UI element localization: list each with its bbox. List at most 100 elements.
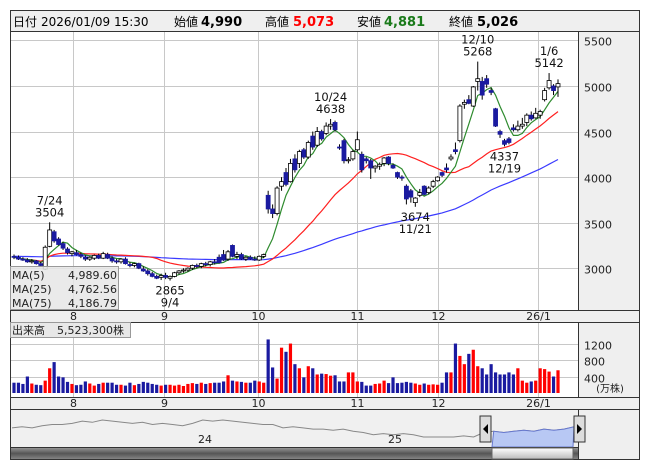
candle bbox=[234, 251, 240, 260]
candle-body bbox=[479, 81, 485, 96]
candle bbox=[230, 244, 235, 258]
candle-body bbox=[91, 255, 97, 259]
candle-body bbox=[24, 259, 30, 263]
scrollbar-thumb[interactable] bbox=[491, 447, 574, 460]
navigator[interactable]: 24 25 bbox=[10, 409, 586, 460]
candle-body bbox=[542, 90, 548, 101]
volume-bar bbox=[346, 372, 351, 393]
navigator-side-panel bbox=[578, 409, 640, 460]
candle bbox=[24, 258, 30, 263]
month-tick-label: 8 bbox=[70, 310, 77, 323]
volume-bar bbox=[516, 368, 520, 393]
volume-bar bbox=[65, 381, 70, 393]
navigator-right-handle[interactable] bbox=[573, 415, 586, 443]
candle bbox=[154, 274, 160, 280]
volume-bar bbox=[110, 382, 114, 393]
volume-bar bbox=[114, 384, 119, 393]
volume-bar bbox=[43, 380, 47, 393]
ma25-label: MA(25) bbox=[12, 283, 52, 296]
candle-body bbox=[176, 270, 182, 274]
candle bbox=[341, 138, 347, 164]
close-label: 終値 bbox=[449, 14, 473, 29]
annotation-date: 1/6 bbox=[540, 44, 559, 58]
volume-bar bbox=[369, 385, 373, 393]
candle-body bbox=[461, 101, 467, 105]
volume-bars bbox=[12, 339, 560, 393]
candle-body bbox=[189, 265, 195, 269]
month-ticks: 8 8 9 9 10 10 11 11 12 12 26/1 26/1 bbox=[70, 310, 551, 410]
ma75-label: MA(75) bbox=[12, 297, 52, 310]
candle-body bbox=[127, 264, 133, 266]
volume-bar bbox=[56, 376, 61, 393]
candle-body bbox=[310, 135, 316, 148]
candle bbox=[274, 186, 280, 216]
candle-body bbox=[417, 192, 423, 196]
candle-body bbox=[533, 112, 539, 119]
volume-bar bbox=[208, 383, 212, 393]
close-value: 5,026 bbox=[477, 15, 518, 30]
volume-bar bbox=[92, 385, 96, 393]
candle-body bbox=[247, 256, 253, 260]
volume-bar bbox=[159, 385, 163, 393]
price-tick-label: 5500 bbox=[584, 36, 612, 49]
candle bbox=[305, 140, 311, 159]
volume-month-tick-label: 11 bbox=[351, 397, 365, 410]
volume-bar bbox=[195, 383, 199, 393]
candle bbox=[288, 158, 293, 183]
volume-bar bbox=[230, 380, 235, 393]
volume-bar bbox=[547, 371, 551, 393]
candle-body bbox=[444, 167, 449, 171]
annotation-date: 7/24 bbox=[37, 193, 63, 207]
volume-bar bbox=[199, 382, 203, 393]
candle-body bbox=[42, 246, 48, 270]
annotation-date: 10/24 bbox=[314, 90, 347, 104]
candle-body bbox=[279, 181, 284, 187]
navigator-scrollbar[interactable] bbox=[10, 447, 579, 460]
candle bbox=[461, 99, 467, 109]
volume-bar bbox=[458, 355, 462, 393]
navigator-year-24: 24 bbox=[198, 433, 212, 446]
candle-body bbox=[270, 208, 276, 214]
candle bbox=[203, 261, 209, 267]
candle-body bbox=[466, 99, 472, 104]
volume-bar bbox=[168, 384, 172, 393]
volume-label: 出来高 bbox=[12, 323, 45, 337]
volume-bar bbox=[395, 383, 400, 393]
candle bbox=[131, 262, 137, 268]
candle bbox=[551, 84, 556, 96]
volume-unit-label: (万株) bbox=[596, 382, 624, 395]
volume-bar bbox=[386, 383, 391, 393]
volume-bar bbox=[493, 372, 498, 393]
candle-body bbox=[519, 123, 525, 127]
candle-body bbox=[96, 255, 102, 259]
candle-body bbox=[475, 78, 481, 82]
candle bbox=[194, 263, 200, 269]
candle-body bbox=[314, 131, 320, 146]
volume-bar bbox=[409, 382, 413, 393]
candle-body bbox=[261, 254, 267, 257]
volume-bar bbox=[226, 375, 230, 393]
candle-body bbox=[341, 140, 347, 162]
volume-bar bbox=[271, 367, 275, 393]
candle bbox=[533, 107, 539, 119]
candle-body bbox=[377, 163, 383, 167]
annotation-value: 5142 bbox=[534, 56, 563, 70]
candle bbox=[542, 87, 548, 102]
candle-body bbox=[118, 258, 124, 263]
candle bbox=[493, 107, 498, 127]
candle-body bbox=[221, 254, 226, 261]
navigator-left-handle[interactable] bbox=[479, 415, 492, 443]
right-arrow-icon bbox=[577, 424, 582, 434]
candle-body bbox=[448, 156, 454, 160]
candle-body bbox=[288, 163, 293, 183]
volume-bar bbox=[293, 364, 297, 393]
month-axis-bar bbox=[10, 310, 640, 323]
volume-bar bbox=[543, 369, 547, 393]
candle-body bbox=[435, 176, 441, 182]
candle bbox=[332, 120, 338, 132]
annotation-value: 3504 bbox=[35, 205, 64, 219]
candle bbox=[252, 256, 258, 261]
volume-bar bbox=[373, 383, 377, 393]
candle bbox=[256, 255, 262, 261]
volume-bar bbox=[400, 382, 404, 393]
